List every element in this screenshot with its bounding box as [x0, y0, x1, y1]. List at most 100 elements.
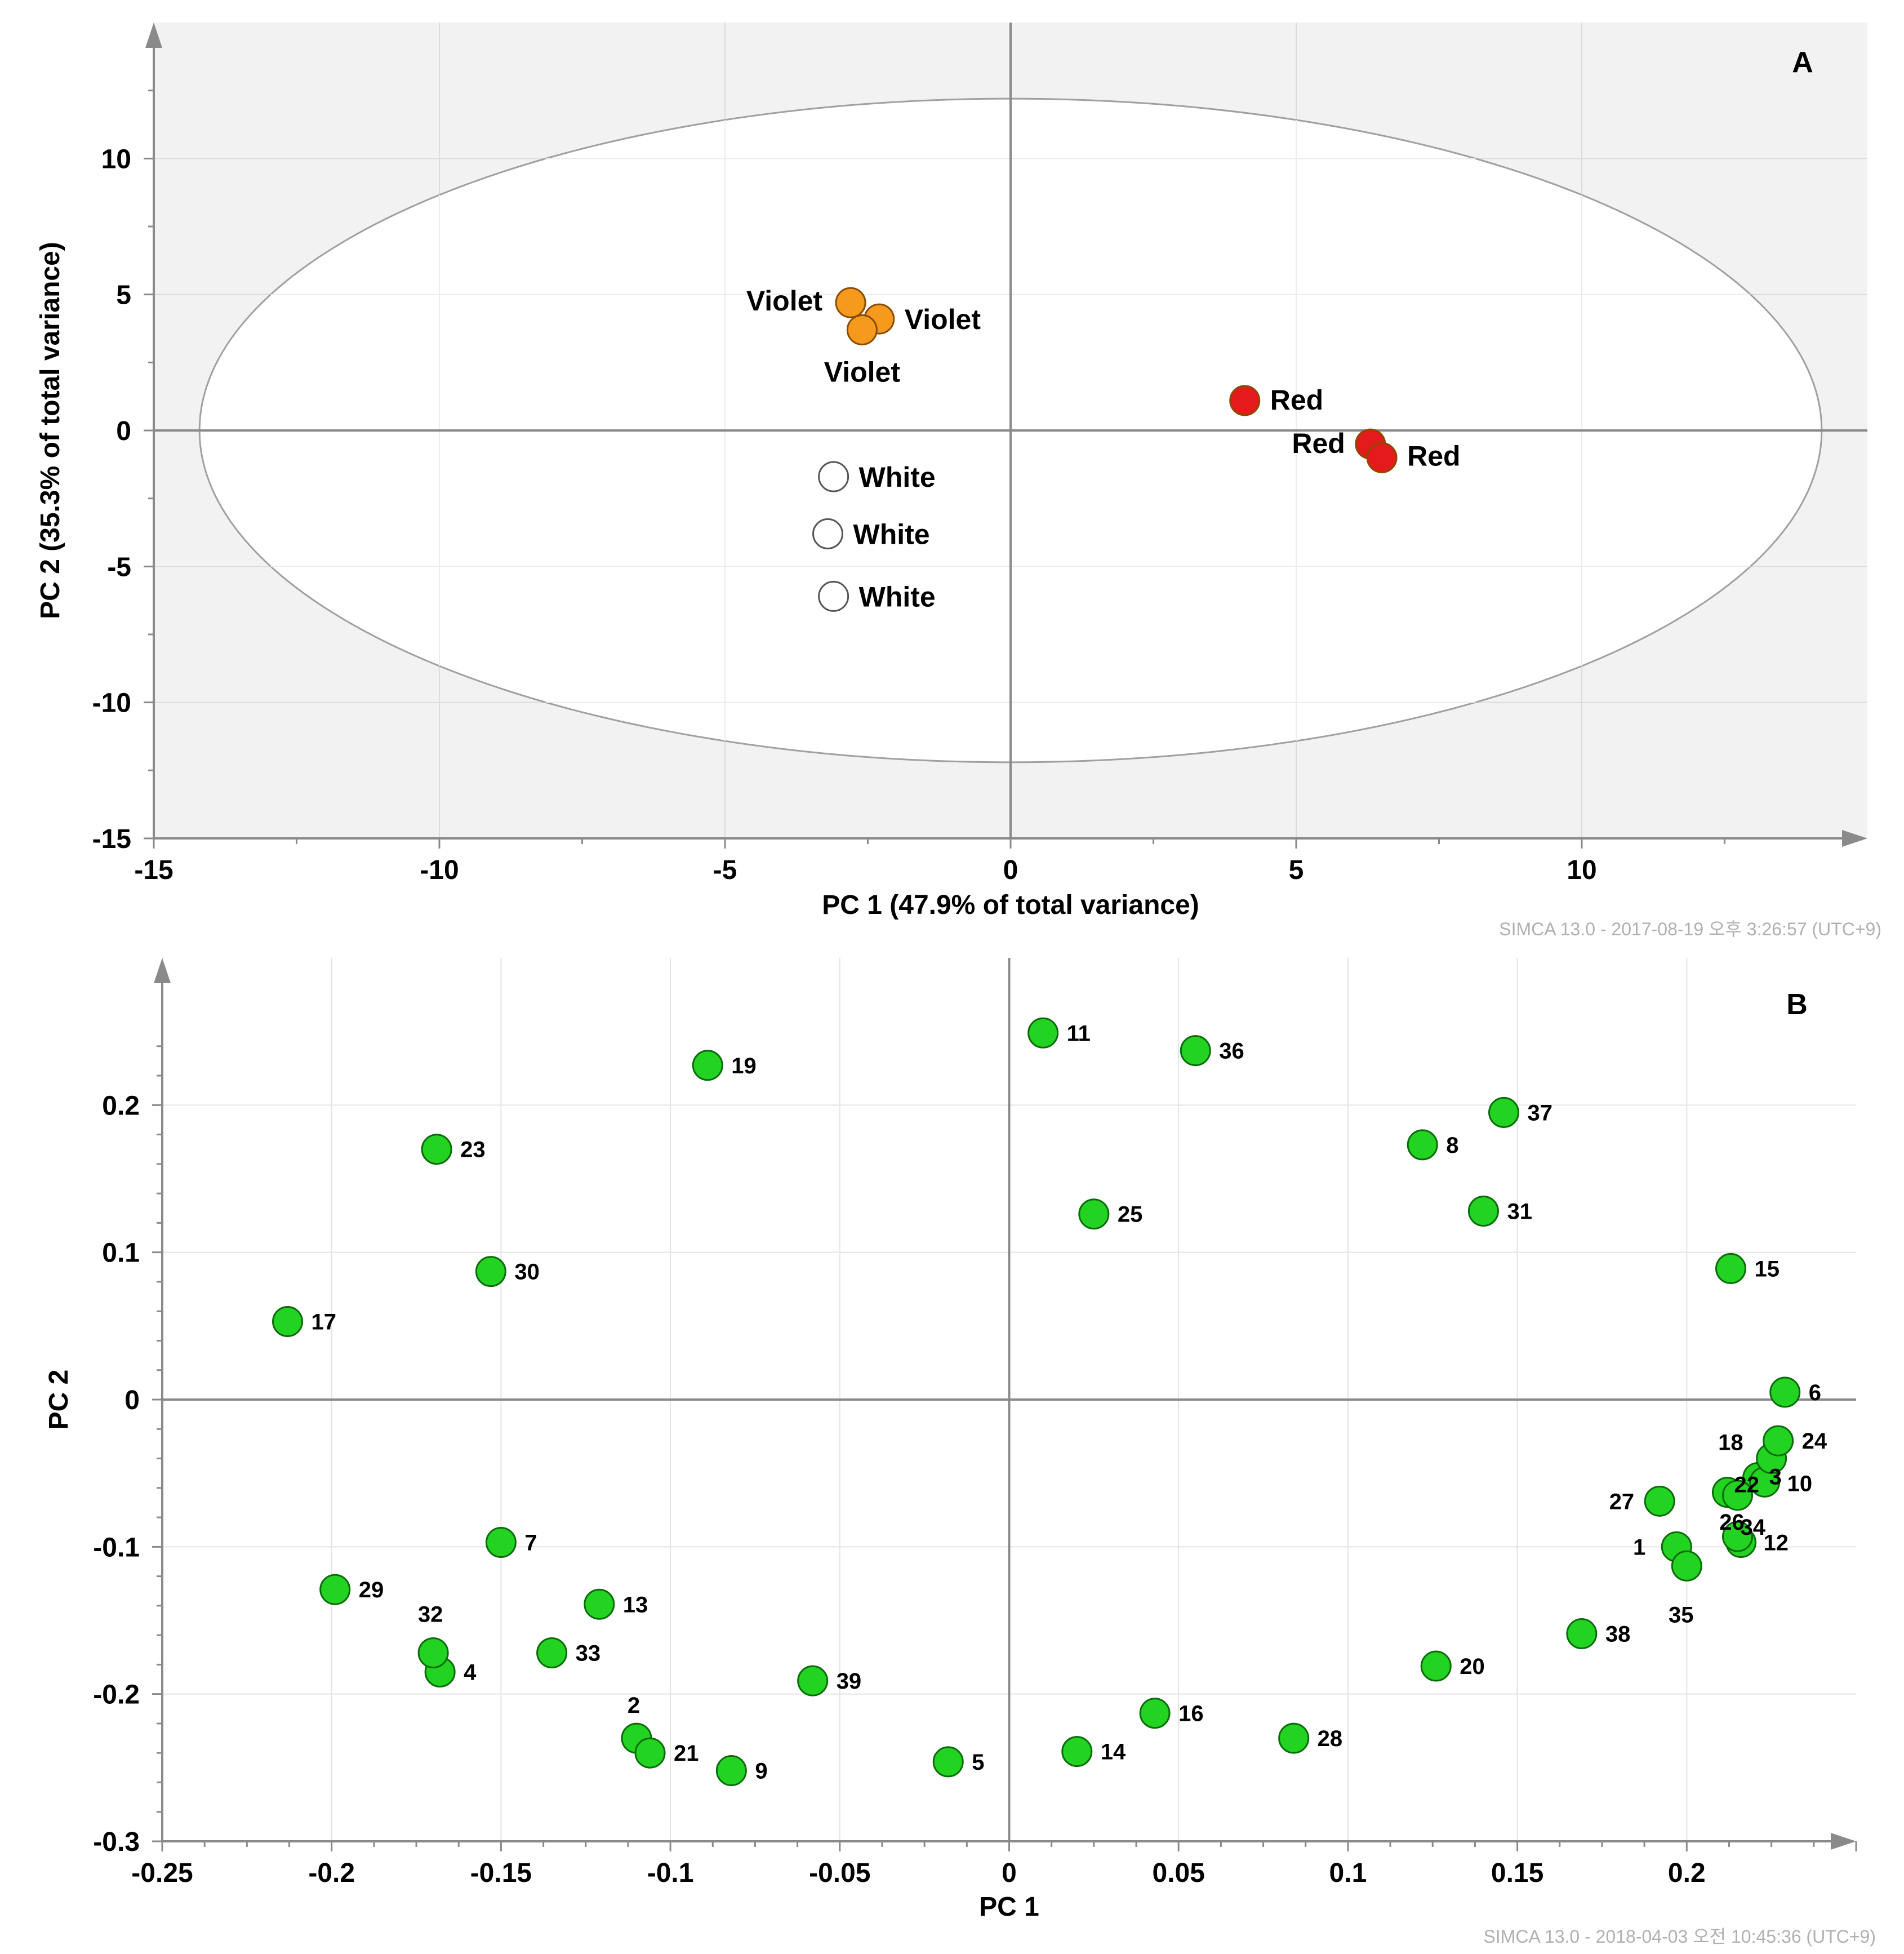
panel-b-point-label: 39: [837, 1669, 862, 1694]
panel-b-point-label: 24: [1802, 1429, 1827, 1454]
panel-a-letter: A: [1792, 46, 1813, 79]
panel-a-point-red: [1366, 442, 1398, 473]
panel-b-point-label: 19: [731, 1054, 757, 1078]
panel-b-point: [1763, 1425, 1794, 1456]
panel-a-x-tick-label: 5: [1289, 855, 1304, 885]
panel-b-point: [272, 1305, 304, 1337]
panel-b-point: [634, 1737, 666, 1769]
panel-b-point-label: 18: [1718, 1431, 1743, 1455]
panel-b-x-tick-label: 0: [1002, 1858, 1017, 1888]
panel-b-loading-plot: -0.25 -0.2 -0.15 -0.1 -0.05 0 0.05 0.1 0.15 0.20.…: [44, 958, 1876, 1947]
panel-a-y-tick-label: -10: [92, 689, 131, 718]
panel-b-point: [475, 1256, 506, 1287]
panel-b-point-label: 30: [514, 1260, 540, 1285]
panel-b-x-tick-label: -0.05: [809, 1858, 870, 1888]
panel-b-y-tick-label: 0.1: [102, 1238, 140, 1268]
panel-b-x-tick-label: -0.25: [131, 1858, 193, 1888]
panel-b-point: [1420, 1650, 1452, 1682]
panel-a-point-white: [818, 461, 849, 492]
panel-b-x-arrow: [1831, 1833, 1856, 1850]
panel-b-point-labels: 1234567891011121314151617181920212223242…: [312, 1021, 1827, 1783]
panel-a-axes: [144, 23, 1867, 849]
panel-a-point-label: Violet: [746, 285, 823, 317]
panel-a-y-tick-label: 5: [116, 281, 131, 310]
panel-b-point: [1769, 1376, 1801, 1408]
panel-b-point: [1180, 1035, 1211, 1067]
panel-b-point-label: 16: [1178, 1702, 1204, 1726]
panel-b-y-tick-label: -0.3: [93, 1827, 140, 1857]
panel-b-point: [715, 1755, 747, 1787]
panel-b-point: [1566, 1618, 1598, 1650]
panel-a-point-label: White: [859, 581, 936, 612]
panel-b-point: [1488, 1096, 1520, 1128]
panel-b-point-label: 9: [755, 1759, 767, 1784]
panel-a-point-label: Red: [1407, 440, 1460, 472]
panel-b-point: [932, 1746, 964, 1778]
panel-b-point-label: 6: [1809, 1380, 1821, 1405]
panel-b-y-tick-label: -0.2: [93, 1680, 140, 1710]
panel-b-point-label: 37: [1528, 1100, 1553, 1125]
panel-a-point-violet: [835, 287, 866, 318]
panel-b-point-label: 36: [1219, 1039, 1244, 1064]
panel-a-x-arrow: [1842, 830, 1867, 847]
panel-b-point: [421, 1134, 452, 1165]
panel-b-watermark: SIMCA 13.0 - 2018-04-03 오전 10:45:36 (UTC…: [1483, 1926, 1876, 1947]
panel-a-point-label: White: [859, 461, 936, 493]
panel-b-point-label: 35: [1669, 1602, 1694, 1627]
panel-b-point: [797, 1665, 829, 1697]
panel-a-point-violet: [846, 314, 878, 345]
panel-b-point-label: 33: [576, 1641, 601, 1666]
panel-b-tick-labels: -0.25 -0.2 -0.15 -0.1 -0.05 0 0.05 0.1 0.15 0.20.…: [93, 1091, 1705, 1888]
panel-b-point-label: 7: [524, 1530, 537, 1555]
panel-a-y-tick-label: 10: [101, 144, 131, 174]
panel-b-point-label: 2: [628, 1693, 640, 1718]
panel-b-point: [1061, 1736, 1093, 1768]
panel-b-point-label: 3: [1769, 1465, 1782, 1490]
panel-b-point-label: 32: [418, 1602, 443, 1627]
panel-b-x-tick-label: 0.15: [1491, 1858, 1543, 1888]
panel-a-x-tick-label: 0: [1003, 855, 1018, 885]
panel-b-point-label: 14: [1101, 1740, 1126, 1765]
panel-b-y-tick-label: 0.2: [102, 1091, 140, 1121]
panel-b-point: [1671, 1550, 1702, 1582]
panel-b-point: [1722, 1480, 1754, 1511]
panel-b-point-label: 8: [1446, 1133, 1458, 1158]
panel-b-axes: [152, 958, 1857, 1851]
panel-b-point: [1139, 1698, 1171, 1729]
panel-a-point-white: [812, 518, 844, 549]
panel-b-point-label: 23: [460, 1138, 486, 1162]
panel-b-x-tick-label: 0.05: [1152, 1858, 1204, 1888]
panel-b-point-label: 15: [1754, 1256, 1780, 1281]
panel-b-point-label: 12: [1764, 1530, 1789, 1555]
panel-b-point: [1722, 1521, 1754, 1552]
panel-b-point-label: 27: [1609, 1489, 1635, 1514]
panel-a-y-arrow: [145, 23, 162, 48]
panel-b-point-label: 22: [1734, 1473, 1759, 1498]
panel-b-point-label: 29: [359, 1578, 384, 1602]
panel-b-x-axis-label: PC 1: [979, 1892, 1039, 1922]
panel-a-point-label: Red: [1292, 428, 1345, 459]
panel-a-point-label: Violet: [905, 304, 981, 335]
panel-b-point: [319, 1574, 351, 1605]
panel-a-y-tick-label: -5: [107, 552, 131, 582]
panel-b-point: [1278, 1722, 1310, 1754]
panel-b-point: [1467, 1195, 1499, 1227]
panel-a-watermark: SIMCA 13.0 - 2017-08-19 오후 3:26:57 (UTC+…: [1499, 919, 1881, 939]
panel-b-point-label: 1: [1633, 1535, 1645, 1560]
panel-b-point-label: 10: [1787, 1471, 1813, 1496]
panel-a-point-label: Red: [1270, 384, 1323, 416]
panel-a-y-tick-label: 0: [116, 416, 131, 446]
panel-b-point-label: 26: [1719, 1510, 1745, 1535]
panel-b-letter: B: [1786, 988, 1808, 1021]
panel-b-x-tick-label: 0.1: [1329, 1858, 1367, 1888]
panel-b-point-label: 31: [1507, 1199, 1532, 1224]
panel-b-x-tick-label: -0.15: [470, 1858, 532, 1888]
panel-b-point-label: 28: [1318, 1726, 1343, 1751]
panel-a-x-tick-label: -10: [420, 855, 459, 885]
panel-a-point-red: [1229, 385, 1261, 416]
panel-b-point-label: 21: [674, 1741, 699, 1766]
panel-a-points: [812, 287, 1398, 612]
